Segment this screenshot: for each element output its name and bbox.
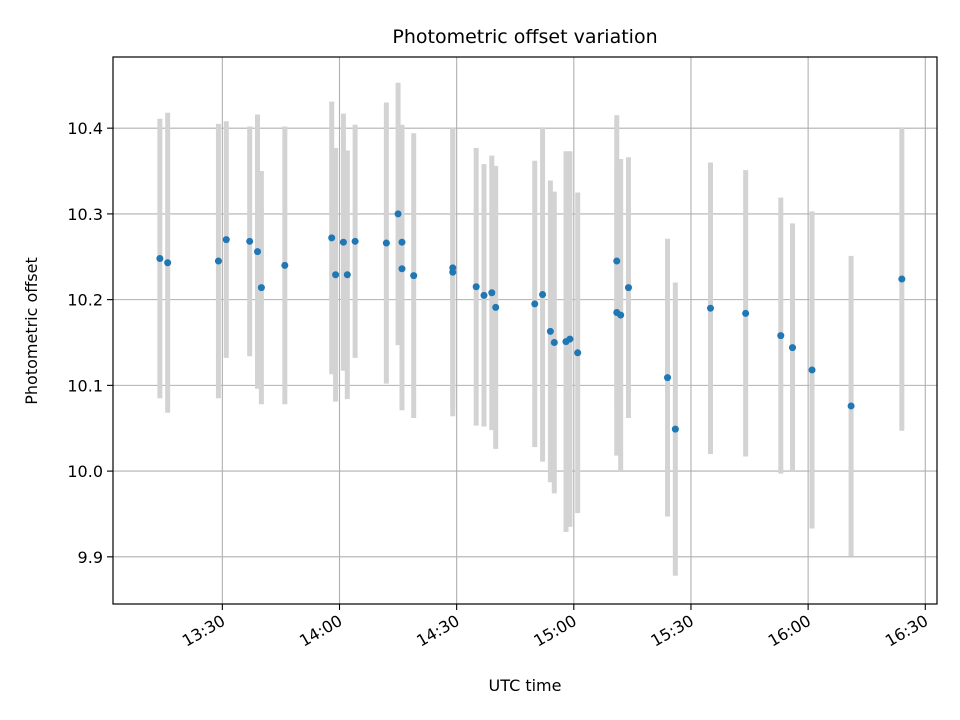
data-point [546,327,554,335]
data-point [253,248,261,256]
data-point [550,339,558,347]
data-point [449,264,457,272]
data-point [488,289,496,297]
y-tick-label: 9.9 [78,548,103,567]
data-points [156,210,906,433]
data-point [539,290,547,298]
data-point [398,265,406,273]
data-point [789,344,797,352]
data-point [222,236,230,244]
data-point [492,303,500,311]
y-tick-label: 10.3 [67,205,103,224]
y-tick-label: 10.4 [67,119,103,138]
data-point [617,311,625,319]
data-point [777,332,785,340]
data-point [613,257,621,265]
data-point [332,271,340,279]
data-point [410,272,418,280]
data-point [624,284,632,292]
data-point [257,284,265,292]
data-point [394,210,402,218]
data-point [531,300,539,308]
data-point [847,402,855,410]
y-tick-label: 10.2 [67,291,103,310]
y-tick-label: 10.1 [67,376,103,395]
data-point [898,275,906,283]
data-point [664,374,672,382]
data-point [671,425,679,433]
data-point [164,259,172,267]
chart-title: Photometric offset variation [392,26,657,48]
y-tick-label: 10.0 [67,462,103,481]
data-point [339,238,347,246]
data-point [246,237,254,245]
data-point [351,237,359,245]
data-point [574,349,582,357]
data-point [382,239,390,247]
data-point [742,309,750,317]
data-point [156,254,164,262]
data-point [472,283,480,291]
data-point [566,335,574,343]
data-point [398,238,406,246]
data-point [214,257,222,265]
data-point [328,234,336,242]
data-point [480,291,488,299]
x-axis-label: UTC time [489,676,562,695]
data-point [706,304,714,312]
y-axis-label: Photometric offset [22,257,41,405]
plot-frame [112,56,938,605]
data-point [343,271,351,279]
data-point [808,366,816,374]
y-axis-ticks: 9.9 10.0 10.1 10.2 10.3 10.4 [67,119,113,567]
data-point [281,261,289,269]
